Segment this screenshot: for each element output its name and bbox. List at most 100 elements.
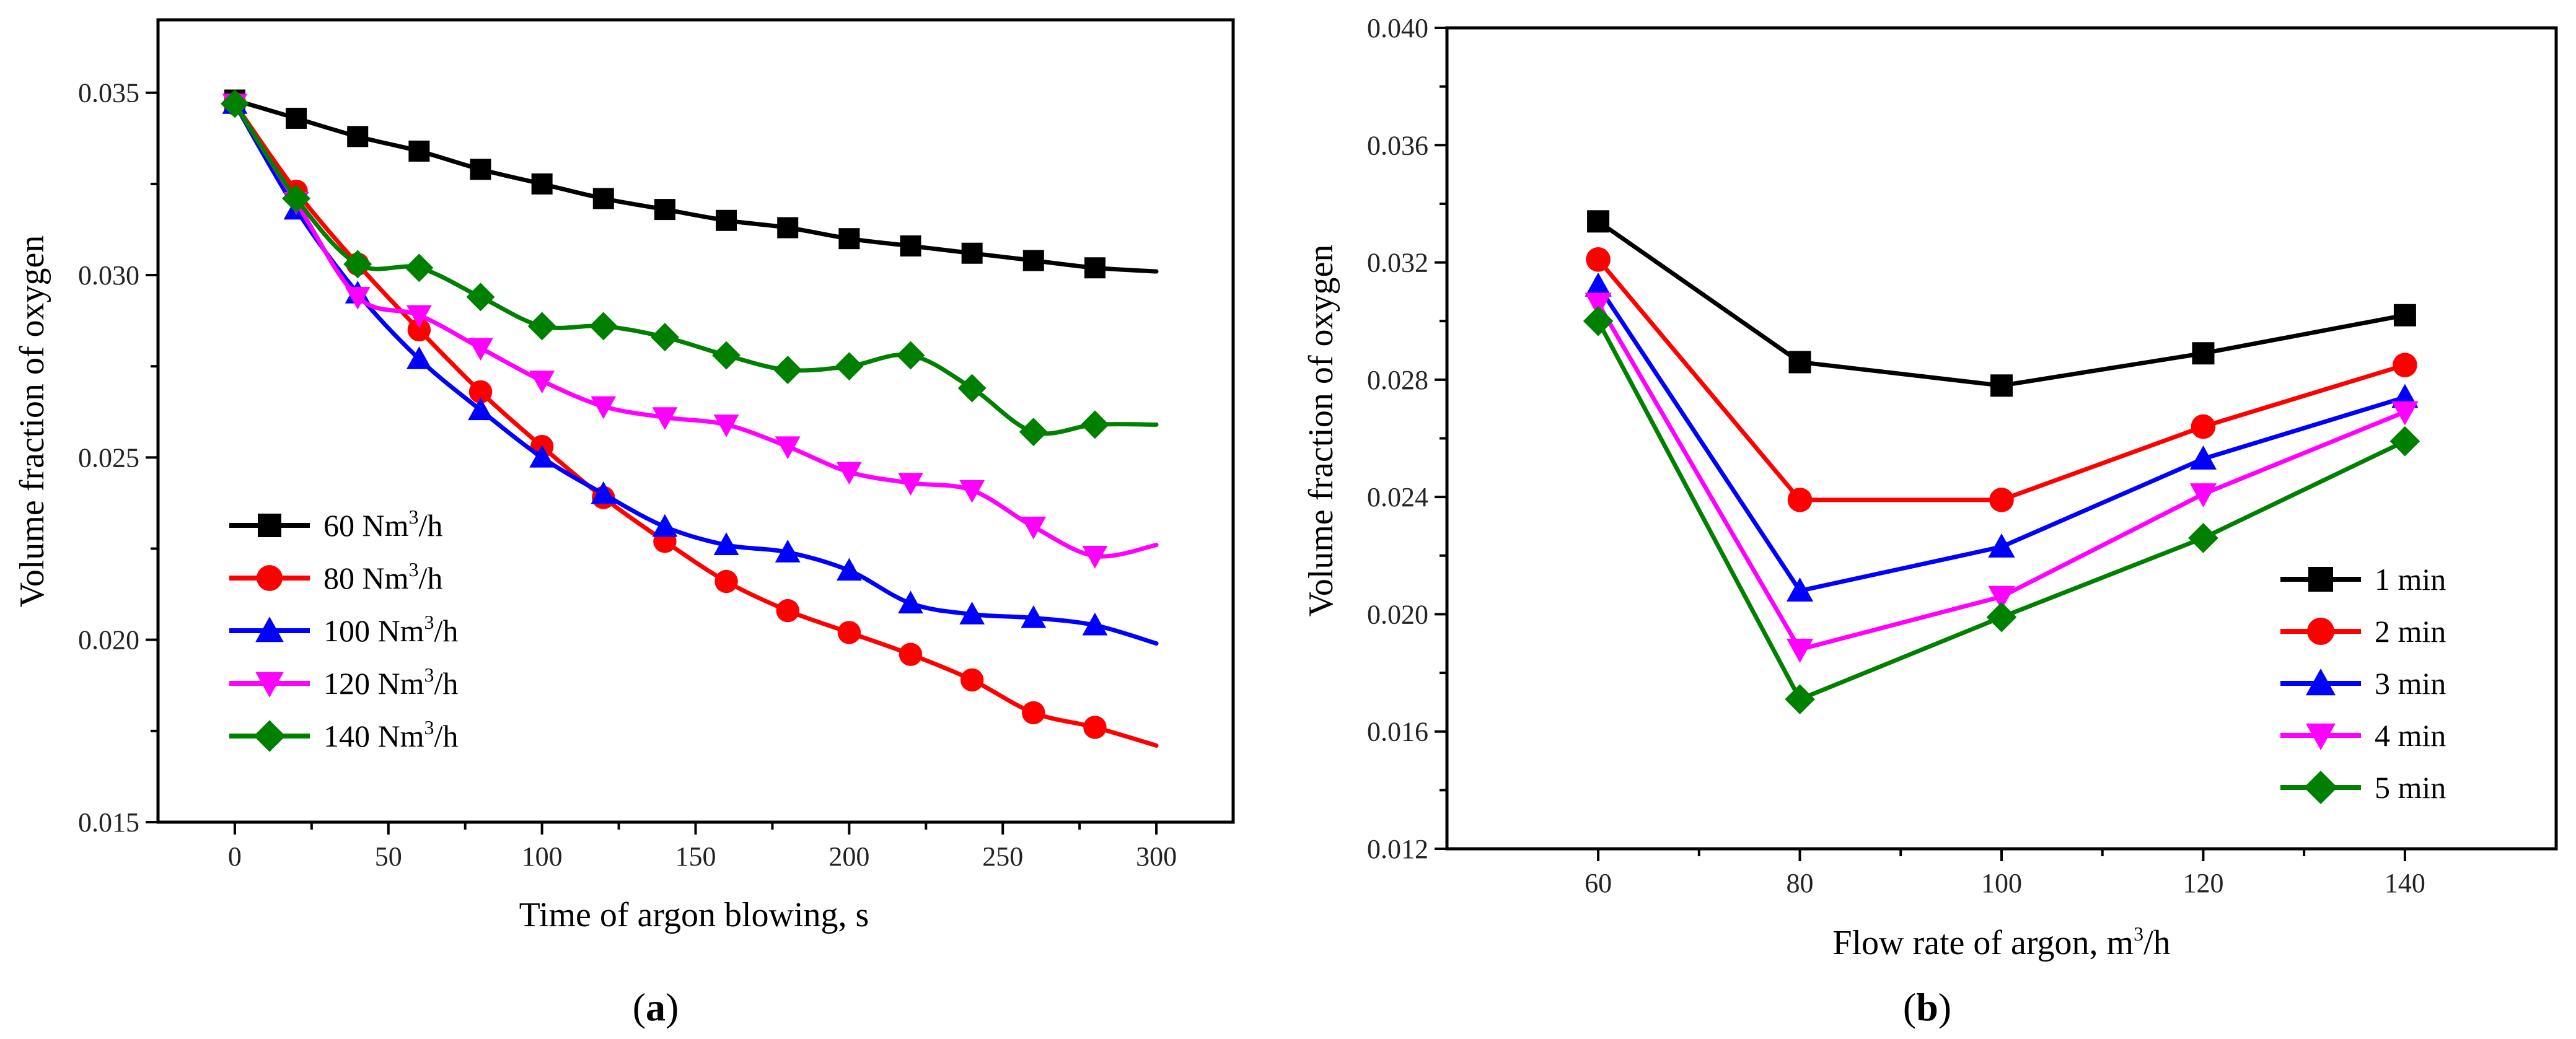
a-series-4-point-10 <box>835 352 864 381</box>
chart-b: 60 80 100 120 140 0.012 0.016 0.020 0.024 0.028 0.… <box>1302 13 2558 1029</box>
b-series-0-line <box>1596 219 2407 388</box>
a-series-4-line <box>232 101 1159 436</box>
a-series-0-point-4 <box>470 159 491 180</box>
a-legend-label-0-sup: 3 <box>409 506 419 528</box>
a-legend-label-1: 80 Nm3/h <box>323 558 442 595</box>
b-ytick-label-2: 0.020 <box>1367 599 1428 629</box>
a-series-0-point-10 <box>838 228 860 250</box>
a-series-0-point-12 <box>961 242 983 264</box>
b-ytick-label-0: 0.012 <box>1367 834 1428 864</box>
a-legend-marker-3 <box>255 672 284 698</box>
b-series-0-point-3 <box>2192 342 2215 365</box>
a-legend-label-0-main: 60 Nm <box>323 508 409 543</box>
b-series-4-point-2 <box>1986 602 2017 633</box>
a-xtick-label-4: 200 <box>829 841 869 872</box>
b-series-3-point-3 <box>2189 483 2217 508</box>
a-series-3-point-13 <box>1021 516 1047 540</box>
b-legend-marker-2 <box>2306 669 2336 696</box>
a-series-3-point-2 <box>345 287 371 310</box>
a-series-1-point-12 <box>960 668 984 692</box>
a-series-1-point-8 <box>714 569 738 594</box>
chart-b-series <box>1583 210 2420 714</box>
a-series-0-line <box>232 98 1159 274</box>
a-series-0 <box>224 89 1159 279</box>
a-xtick-label-6: 300 <box>1136 841 1177 872</box>
b-series-1-point-3 <box>2191 414 2216 439</box>
a-series-4-point-3 <box>405 253 434 283</box>
b-series-4-point-4 <box>2389 426 2420 457</box>
a-xtick-label-0: 0 <box>228 841 242 872</box>
a-series-3-point-9 <box>775 436 801 460</box>
chart-b-xlabel: Flow rate of argon, m3/h <box>1832 923 2170 962</box>
b-series-1-point-4 <box>2393 353 2417 377</box>
a-legend-marker-1 <box>257 565 283 591</box>
b-legend-marker-1 <box>2307 618 2334 645</box>
b-series-0-point-1 <box>1788 351 1811 374</box>
a-series-4-point-12 <box>957 374 987 403</box>
b-series-0-point-0 <box>1587 210 1610 233</box>
b-ytick-label-6: 0.036 <box>1367 130 1428 160</box>
a-legend-label-4-main: 140 Nm <box>323 719 424 753</box>
b-legend-label-0: 1 min <box>2375 562 2446 597</box>
chart-b-legend: 1 min 2 min 3 min 4 min 5 min <box>2268 548 2528 821</box>
a-series-3-point-10 <box>836 462 862 485</box>
a-series-0-point-13 <box>1022 250 1044 271</box>
a-legend-label-3-sup: 3 <box>424 664 434 686</box>
b-series-3-point-0 <box>1585 292 1612 317</box>
a-series-4-point-14 <box>1080 410 1109 439</box>
chart-b-ylabel: Volume fraction of oxygen <box>1302 245 1340 617</box>
a-series-0-point-6 <box>592 188 614 209</box>
b-series-4-point-0 <box>1583 305 1614 336</box>
a-series-3-point-7 <box>652 407 678 431</box>
a-series-3-point-8 <box>713 414 739 437</box>
a-ytick-label-1: 0.020 <box>78 625 139 655</box>
a-legend-label-2-sup: 3 <box>424 611 434 633</box>
b-series-2-point-3 <box>2189 445 2217 470</box>
a-series-0-point-5 <box>531 173 553 195</box>
a-legend-marker-0 <box>258 514 281 537</box>
b-xtick-label-2: 100 <box>1981 868 2022 898</box>
b-ytick-label-4: 0.028 <box>1367 365 1428 395</box>
a-legend-label-4-sup: 3 <box>424 716 434 739</box>
a-legend-label-4: 140 Nm3/h <box>323 716 458 753</box>
b-ytick-label-3: 0.024 <box>1367 482 1428 512</box>
b-legend-marker-4 <box>2304 771 2337 804</box>
a-xtick-label-2: 100 <box>522 841 563 872</box>
a-series-4-point-6 <box>589 312 618 341</box>
chart-b-xlabel-sup: 3 <box>2134 923 2143 945</box>
a-series-0-point-1 <box>286 107 307 129</box>
b-ytick-label-7: 0.040 <box>1367 13 1428 43</box>
a-series-0-point-8 <box>716 209 737 231</box>
a-legend-label-0: 60 Nm3/h <box>323 506 442 543</box>
a-legend-label-3: 120 Nm3/h <box>323 664 458 701</box>
b-legend-label-2-main: 3 min <box>2375 666 2446 701</box>
a-series-1-point-3 <box>407 318 431 342</box>
a-series-2-point-11 <box>898 590 923 614</box>
a-series-0-point-2 <box>347 126 369 147</box>
b-series-2-point-1 <box>1786 577 1814 602</box>
a-series-1-point-9 <box>776 598 799 623</box>
a-ytick-label-0: 0.015 <box>78 807 139 838</box>
b-legend-label-2: 3 min <box>2375 666 2446 701</box>
b-series-0-point-2 <box>1990 374 2013 397</box>
a-series-2-point-8 <box>713 532 739 555</box>
chart-b-xlabel-main: Flow rate of argon, m <box>1832 924 2134 962</box>
a-legend-label-2-main: 100 Nm <box>323 613 424 648</box>
chart-b-xlabel-tail: /h <box>2143 924 2171 962</box>
b-series-3-point-2 <box>1988 585 2015 610</box>
a-series-2-point-10 <box>836 558 862 581</box>
a-series-4-point-11 <box>896 341 925 370</box>
a-series-1-point-11 <box>899 642 923 666</box>
b-series-1-point-2 <box>1989 488 2014 512</box>
b-series-3-point-4 <box>2391 401 2419 426</box>
a-ytick-label-2: 0.025 <box>78 442 139 473</box>
a-series-4-point-5 <box>527 312 556 341</box>
b-series-1-point-0 <box>1586 247 1611 272</box>
a-legend-label-3-tail: /h <box>434 666 459 701</box>
a-series-4 <box>220 89 1159 447</box>
a-ytick-label-4: 0.035 <box>78 78 139 108</box>
b-series-2-point-0 <box>1585 272 1612 297</box>
a-series-3-point-5 <box>529 370 555 394</box>
chart-a-series <box>220 89 1159 748</box>
